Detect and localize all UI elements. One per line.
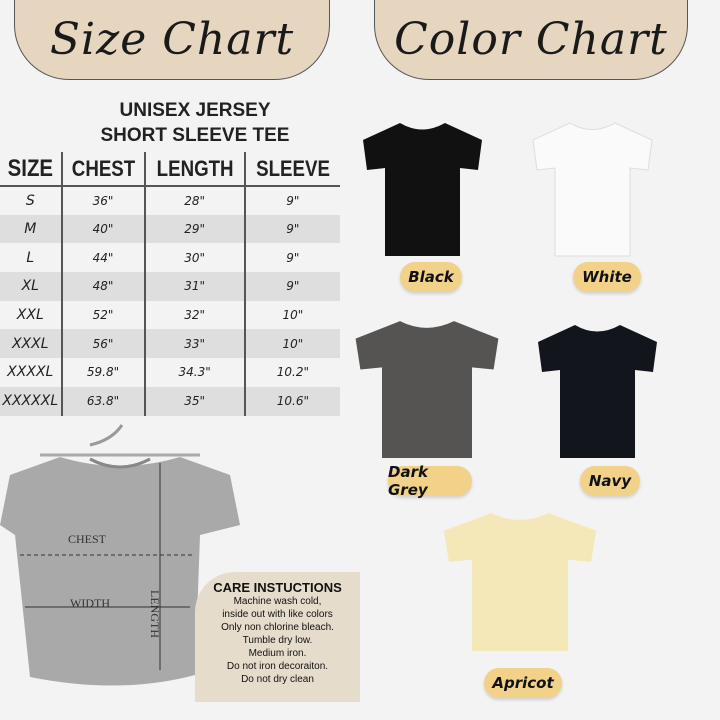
color-label-white: White xyxy=(573,262,641,292)
table-cell: 9" xyxy=(243,272,340,301)
table-row: XXXL 56" 33" 10" xyxy=(0,329,340,359)
care-instructions: CARE INSTUCTIONS Machine wash cold, insid… xyxy=(195,572,360,702)
column-header: SIZE xyxy=(4,152,57,187)
navy-tshirt-image xyxy=(538,325,657,458)
color-label-navy: Navy xyxy=(580,466,640,496)
width-label: WIDTH xyxy=(70,596,110,610)
table-cell: 35" xyxy=(143,386,245,416)
table-row: L 44" 30" 9" xyxy=(0,243,340,273)
table-cell: 32" xyxy=(143,300,245,330)
table-cell: 36" xyxy=(60,186,145,215)
table-cell: 29" xyxy=(143,214,245,244)
table-cell: 10.2" xyxy=(243,358,340,387)
length-label: LENGTH xyxy=(148,590,162,638)
table-row: XXXXXL 63.8" 35" 10.6" xyxy=(0,386,340,416)
table-cell: XXXXXL xyxy=(0,386,62,416)
table-row: XXL 52" 32" 10" xyxy=(0,300,340,330)
table-row: S 36" 28" 9" xyxy=(0,186,340,215)
black-tshirt-image xyxy=(363,123,482,256)
table-cell: 33" xyxy=(143,329,245,359)
table-cell: S xyxy=(25,192,35,209)
table-cell: XXXXL xyxy=(7,364,54,381)
size-table: SIZE CHEST LENGTH SLEEVE S 36" 28" 9" M 40" 29" 9"… xyxy=(0,152,340,416)
table-cell: 48" xyxy=(60,272,145,301)
table-cell: 34.3" xyxy=(143,358,245,387)
table-cell: 59.8" xyxy=(60,358,145,387)
table-cell: 9" xyxy=(243,214,340,244)
care-line: Tumble dry low. xyxy=(242,635,313,646)
care-line: Do not dry clean xyxy=(241,674,314,685)
care-title: CARE INSTUCTIONS xyxy=(213,580,342,595)
color-label-dark-grey: Dark Grey xyxy=(388,463,472,499)
table-cell: L xyxy=(26,249,35,266)
product-title-line1: UNISEX JERSEY xyxy=(119,100,271,121)
table-cell: 56" xyxy=(60,329,145,359)
care-line: inside out with like colors xyxy=(222,609,333,620)
table-cell: XXXL xyxy=(0,329,62,359)
column-header: SLEEVE xyxy=(251,152,333,187)
care-line: Machine wash cold, xyxy=(233,596,322,607)
table-row: XL 48" 31" 9" xyxy=(0,272,340,301)
care-line: Medium iron. xyxy=(248,648,307,659)
column-header: LENGTH xyxy=(151,152,238,187)
table-row: M 40" 29" 9" xyxy=(0,214,340,244)
size-chart-banner: Size Chart xyxy=(14,0,330,80)
column-header: CHEST xyxy=(66,152,139,187)
table-cell: 31" xyxy=(143,272,245,301)
table-cell: XXL xyxy=(16,307,44,324)
size-chart-heading: Size Chart xyxy=(49,13,295,65)
table-cell: 52" xyxy=(60,300,145,330)
color-label-black: Black xyxy=(400,262,462,292)
color-chart-heading: Color Chart xyxy=(394,13,668,65)
table-row: XXXXL 59.8" 34.3" 10.2" xyxy=(0,358,340,387)
white-tshirt-image xyxy=(532,122,653,257)
table-cell: 9" xyxy=(243,243,340,273)
table-cell: M xyxy=(0,214,62,244)
color-label-apricot: Apricot xyxy=(484,668,562,698)
color-chart-banner: Color Chart xyxy=(374,0,688,80)
table-cell: 10" xyxy=(243,300,340,330)
chest-label: CHEST xyxy=(68,532,107,546)
table-cell: 28" xyxy=(143,186,245,215)
product-title-line2: SHORT SLEEVE TEE xyxy=(100,125,290,146)
table-cell: 10" xyxy=(243,329,340,359)
table-cell: 40" xyxy=(60,214,145,244)
measurement-tshirt-image xyxy=(0,424,240,686)
table-cell: 10.6" xyxy=(243,386,340,416)
table-cell: 9" xyxy=(243,186,340,215)
care-line: Do not iron decoraiton. xyxy=(226,661,329,672)
table-cell: 63.8" xyxy=(60,386,145,416)
dark-grey-tshirt-image xyxy=(355,321,499,458)
table-cell: 30" xyxy=(143,243,245,273)
care-line: Only non chlorine bleach. xyxy=(221,622,334,633)
apricot-tshirt-image xyxy=(443,513,597,651)
table-cell: 44" xyxy=(60,243,145,273)
table-cell: XL xyxy=(0,272,62,301)
